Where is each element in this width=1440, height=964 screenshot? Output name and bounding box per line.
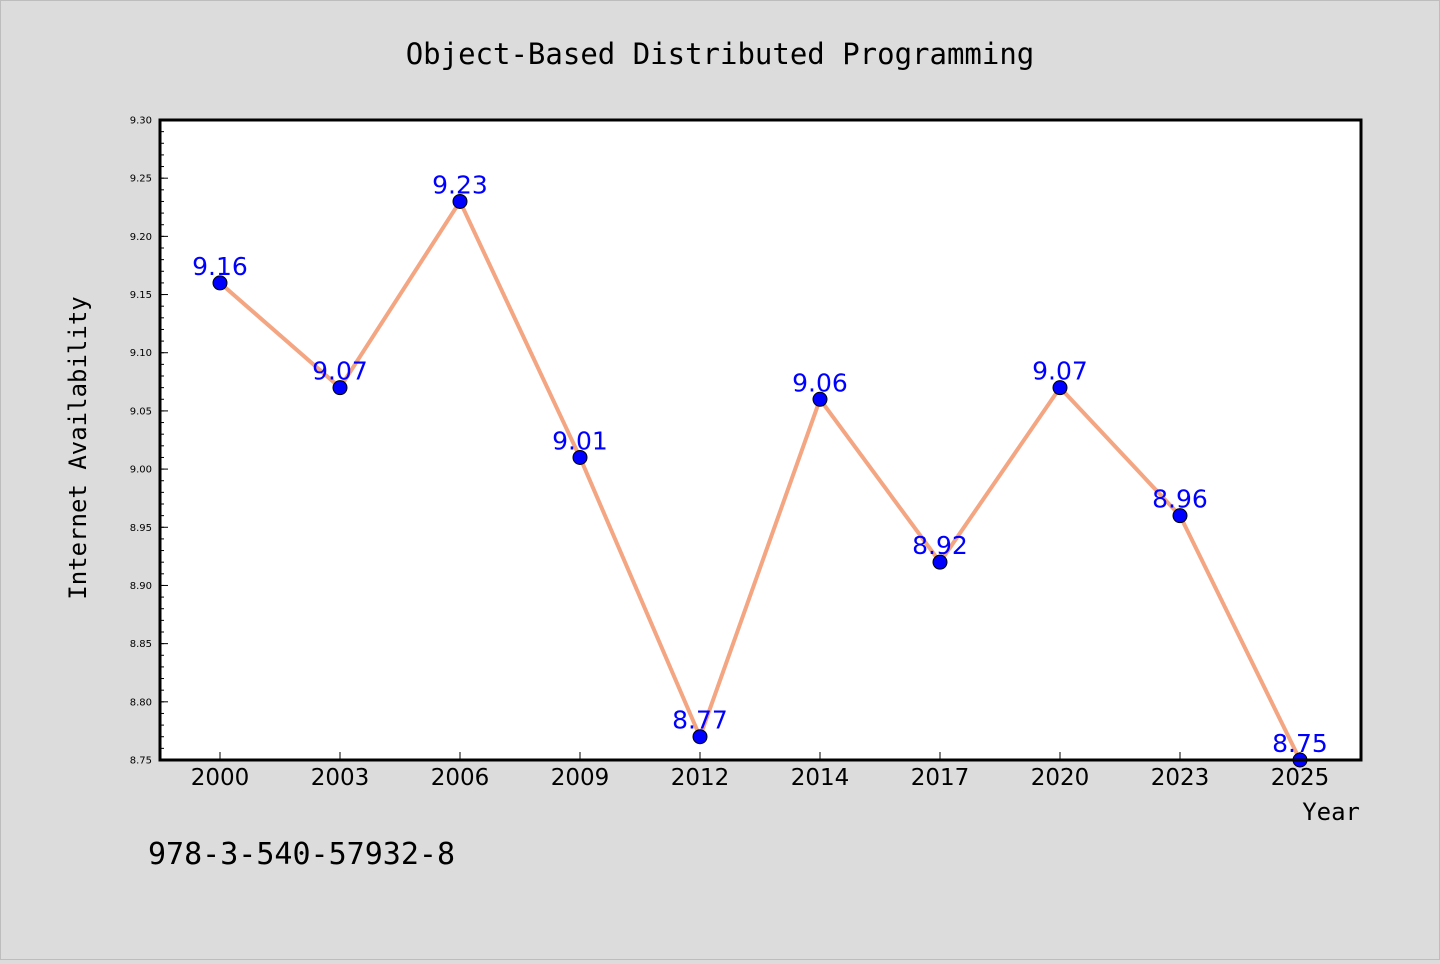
x-tick-label: 2012 <box>671 765 730 791</box>
x-tick-label: 2020 <box>1031 765 1090 791</box>
y-tick-label: 8.90 <box>130 581 152 592</box>
y-tick-label: 9.00 <box>130 465 152 476</box>
data-label: 8.96 <box>1152 485 1208 514</box>
x-axis-label: Year <box>1302 798 1360 826</box>
y-tick-label: 8.75 <box>130 756 152 767</box>
data-label: 9.06 <box>792 368 848 397</box>
data-label: 9.23 <box>432 170 488 199</box>
x-tick-label: 2006 <box>431 765 490 791</box>
data-label: 9.07 <box>312 357 368 386</box>
data-label: 8.75 <box>1272 729 1328 758</box>
data-point <box>332 380 348 396</box>
data-point <box>572 449 588 465</box>
y-tick-label: 9.25 <box>130 174 152 185</box>
data-label: 9.01 <box>552 426 608 455</box>
x-tick-label: 2025 <box>1271 765 1330 791</box>
series-line <box>218 199 1302 762</box>
data-point <box>452 193 468 209</box>
isbn-text: 978-3-540-57932-8 <box>148 837 455 872</box>
data-label-layer: 9.16 9.07 9.23 9.01 8.77 9.06 8.92 9.07 8.96 8.75 <box>192 170 1328 758</box>
x-tick-label: 2003 <box>311 765 370 791</box>
x-tick-label: 2000 <box>191 765 250 791</box>
x-axis: 2000 2003 2006 2009 2012 2014 2017 2020 2023 2025 <box>191 752 1330 791</box>
y-tick-label: 8.95 <box>130 523 152 534</box>
data-point <box>692 729 708 745</box>
y-tick-label: 9.30 <box>130 116 152 127</box>
data-point <box>212 275 228 291</box>
plot-border <box>158 118 1363 762</box>
chart-title: Object-Based Distributed Programming <box>406 37 1035 71</box>
y-tick-label: 8.85 <box>130 639 152 650</box>
y-tick-label: 8.80 <box>130 697 152 708</box>
y-axis-label: Internet Availability <box>64 296 92 599</box>
data-label: 9.07 <box>1032 357 1088 386</box>
data-point <box>1052 380 1068 396</box>
y-tick-label: 9.15 <box>130 290 152 301</box>
y-tick-label: 9.20 <box>130 232 152 243</box>
y-tick-label: 9.05 <box>130 406 152 417</box>
data-point <box>812 391 828 407</box>
y-axis: 8.75 8.80 8.85 8.90 8.95 9.00 9.05 9.10 9.15 9.20… <box>130 116 168 767</box>
data-label: 8.92 <box>912 531 968 560</box>
y-tick-label: 9.10 <box>130 348 152 359</box>
x-tick-label: 2009 <box>551 765 610 791</box>
plot-area <box>160 120 1361 760</box>
x-tick-label: 2017 <box>911 765 970 791</box>
data-label: 8.77 <box>672 706 728 735</box>
x-tick-label: 2014 <box>791 765 850 791</box>
data-point <box>932 554 948 570</box>
series-layer <box>212 193 1308 768</box>
data-point <box>1172 508 1188 524</box>
data-label: 9.16 <box>192 252 248 281</box>
x-tick-label: 2023 <box>1151 765 1210 791</box>
